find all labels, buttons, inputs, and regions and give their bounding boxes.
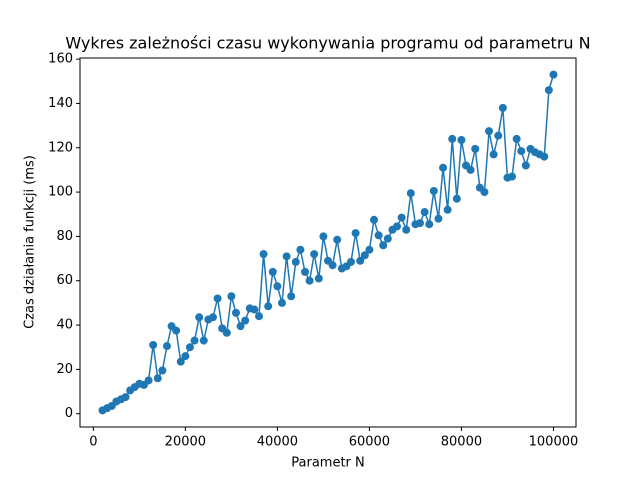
marker — [305, 276, 314, 285]
marker — [393, 222, 402, 231]
marker — [144, 376, 153, 385]
marker — [282, 252, 291, 261]
y-tick-label: 0 — [65, 406, 73, 421]
marker — [365, 245, 374, 254]
chart-title: Wykres zależności czasu wykonywania prog… — [65, 34, 590, 53]
y-tick-label: 120 — [48, 140, 73, 155]
marker — [457, 136, 466, 144]
marker — [517, 147, 526, 156]
marker — [544, 86, 553, 95]
marker — [448, 134, 457, 143]
marker — [383, 234, 392, 243]
y-axis-label: Czas działania funkcji (ms) — [23, 155, 38, 329]
marker — [254, 312, 263, 321]
marker — [158, 366, 167, 375]
marker — [227, 292, 236, 301]
marker — [494, 131, 503, 140]
x-tick-label: 60000 — [349, 435, 390, 450]
y-tick-label: 40 — [56, 318, 73, 333]
marker — [425, 220, 434, 229]
marker — [277, 298, 286, 307]
marker — [471, 144, 480, 153]
marker — [172, 326, 181, 335]
marker — [268, 267, 277, 276]
marker — [190, 336, 199, 345]
marker — [300, 267, 309, 276]
marker — [213, 294, 222, 303]
marker — [181, 352, 190, 361]
y-tick-label: 140 — [48, 96, 73, 111]
marker — [480, 188, 489, 197]
x-tick-label: 20000 — [165, 435, 206, 450]
marker — [241, 316, 250, 325]
y-tick-label: 160 — [48, 52, 73, 67]
marker — [370, 215, 379, 224]
marker — [498, 103, 507, 112]
marker — [452, 194, 461, 203]
marker — [319, 232, 328, 241]
marker — [162, 342, 171, 351]
y-tick-label: 20 — [56, 362, 73, 377]
marker — [416, 219, 425, 228]
marker — [351, 229, 360, 238]
y-tick-label: 80 — [56, 229, 73, 244]
marker — [195, 313, 204, 322]
marker — [374, 231, 383, 240]
marker — [379, 241, 388, 250]
marker — [287, 292, 296, 301]
marker — [259, 250, 268, 259]
marker — [149, 341, 158, 349]
x-tick-label: 100000 — [529, 435, 579, 450]
marker — [291, 257, 300, 266]
marker — [429, 186, 438, 195]
marker — [540, 152, 549, 161]
marker — [489, 150, 498, 159]
marker — [314, 274, 323, 283]
line — [102, 74, 555, 412]
marker — [397, 213, 406, 222]
marker — [231, 308, 240, 317]
marker — [153, 374, 162, 383]
x-tick-label: 80000 — [441, 435, 482, 450]
marker — [121, 393, 130, 402]
marker — [236, 322, 245, 331]
y-tick-label: 60 — [56, 273, 73, 288]
marker — [273, 282, 282, 291]
marker — [356, 256, 365, 265]
marker — [521, 161, 530, 170]
plot-frame — [79, 57, 577, 428]
marker — [208, 313, 217, 322]
marker — [185, 343, 194, 352]
marker — [420, 208, 429, 217]
marker — [402, 225, 411, 234]
marker — [296, 245, 305, 254]
marker — [466, 165, 475, 174]
marker — [549, 70, 558, 79]
marker — [508, 172, 517, 181]
marker — [347, 257, 356, 266]
marker — [485, 127, 494, 136]
marker — [250, 305, 259, 314]
y-tick-label: 100 — [48, 185, 73, 200]
marker — [434, 214, 443, 223]
marker — [264, 302, 273, 311]
x-tick-label: 0 — [89, 435, 97, 450]
marker — [333, 235, 342, 244]
marker — [360, 251, 369, 260]
marker — [310, 250, 319, 259]
marker — [512, 134, 521, 143]
marker — [439, 163, 448, 172]
x-tick-label: 40000 — [257, 435, 298, 450]
marker — [199, 336, 208, 345]
marker — [176, 357, 185, 366]
marker — [222, 328, 231, 337]
marker — [406, 189, 415, 198]
x-axis-label: Parametr N — [291, 456, 365, 471]
marker — [328, 261, 337, 270]
marker — [443, 205, 452, 214]
